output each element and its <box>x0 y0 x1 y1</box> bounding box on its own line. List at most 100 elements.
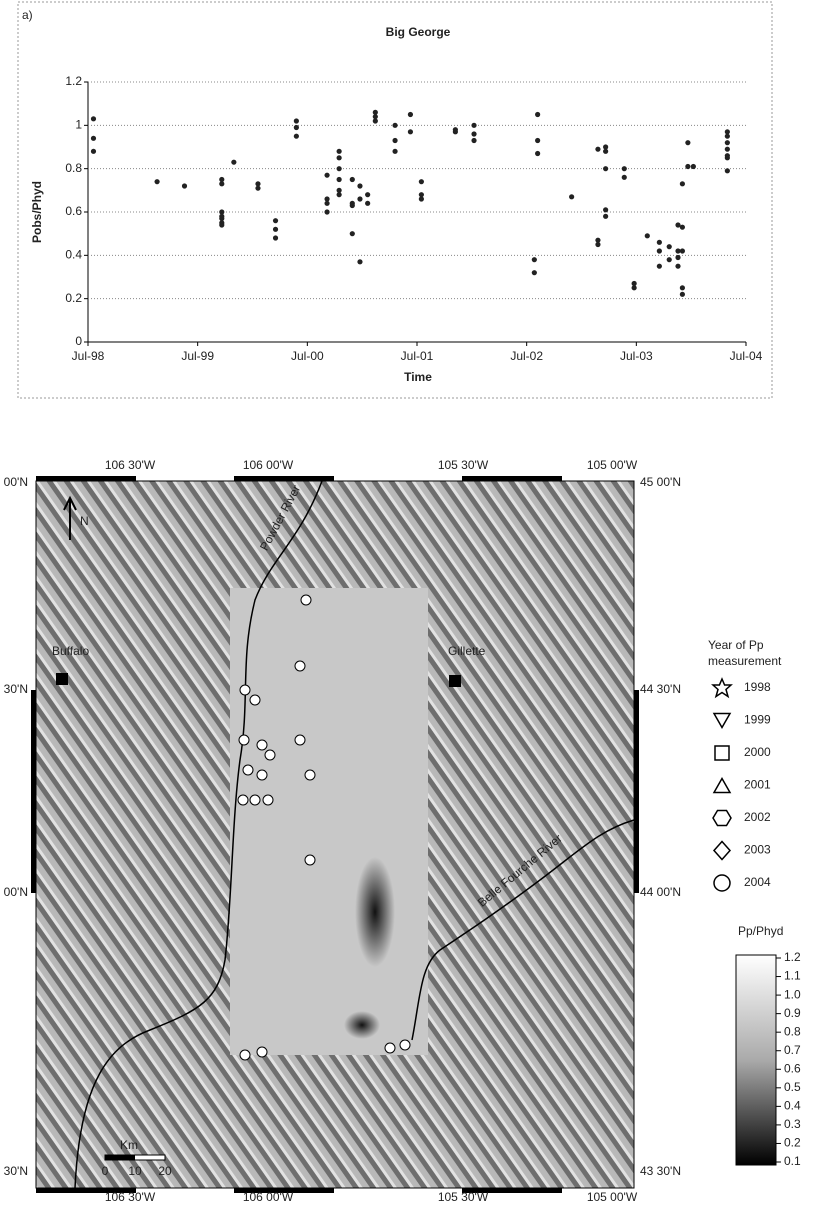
colorbar-label: 0.4 <box>784 1099 801 1113</box>
well-marker <box>256 769 268 781</box>
well-marker <box>237 794 249 806</box>
x-axis-title: Time <box>404 370 432 384</box>
point <box>603 166 609 172</box>
well-marker <box>256 1046 268 1058</box>
scale-label: 0 <box>102 1164 109 1178</box>
well-marker <box>294 734 306 746</box>
lat-label: 45 00'N <box>640 475 681 489</box>
lon-label: 106 00'W <box>243 458 294 472</box>
point <box>219 209 225 215</box>
point <box>675 222 681 228</box>
well-marker <box>304 854 316 866</box>
low-pressure <box>344 1011 380 1039</box>
point <box>656 263 662 269</box>
point <box>272 226 279 232</box>
map-inset <box>230 588 428 1055</box>
point <box>603 144 609 150</box>
well-marker <box>304 769 316 781</box>
well-marker <box>249 794 261 806</box>
point <box>349 202 355 209</box>
point <box>535 111 541 118</box>
point <box>336 176 342 183</box>
scale-bar <box>105 1155 135 1160</box>
well-marker <box>239 684 251 696</box>
point <box>621 166 627 172</box>
point <box>535 150 541 157</box>
x-tick-label: Jul-98 <box>72 349 105 363</box>
point <box>357 183 363 189</box>
chart-frame <box>17 1 773 399</box>
point <box>595 241 601 248</box>
point <box>293 124 299 131</box>
point <box>90 135 97 141</box>
legend-label: 2003 <box>744 843 771 857</box>
y-tick-label: 1 <box>75 118 82 132</box>
point <box>631 280 637 287</box>
north-label: N <box>80 514 89 528</box>
point <box>679 291 685 297</box>
point <box>90 116 97 122</box>
colorbar-label: 0.6 <box>784 1061 801 1075</box>
lon-label: 105 00'W <box>587 458 638 472</box>
x-tick-label: Jul-00 <box>291 349 324 363</box>
point <box>531 270 537 276</box>
lon-label: 106 00'W <box>243 1190 294 1204</box>
point <box>621 174 627 180</box>
point <box>679 181 685 187</box>
point <box>685 140 691 146</box>
x-tick-label: Jul-02 <box>510 349 543 363</box>
lat-label: 44 30'N <box>0 682 28 696</box>
point <box>255 185 261 191</box>
well-marker <box>249 694 261 706</box>
legend-label: 1998 <box>744 680 771 694</box>
point <box>365 200 371 206</box>
point <box>324 196 330 202</box>
map-border <box>36 1188 136 1193</box>
point <box>272 218 279 224</box>
point <box>219 176 225 183</box>
lon-label: 105 30'W <box>438 1190 489 1204</box>
point <box>372 118 378 124</box>
legend-symbol <box>712 776 732 794</box>
lat-label: 44 30'N <box>640 682 681 696</box>
point <box>471 137 477 144</box>
point <box>219 220 225 226</box>
legend-label: 2002 <box>744 810 771 824</box>
point <box>471 122 477 128</box>
panel-label: a) <box>22 8 33 22</box>
x-tick-label: Jul-99 <box>181 349 214 363</box>
lat-label: 44 00'N <box>0 885 28 899</box>
point <box>603 207 609 213</box>
point <box>535 137 541 144</box>
point <box>724 168 730 174</box>
legend-title: Year of Pp <box>708 638 764 652</box>
colorbar-title: Pp/Phyd <box>738 924 783 938</box>
point <box>392 122 398 128</box>
lon-label: 106 30'W <box>105 458 156 472</box>
x-tick-label: Jul-03 <box>620 349 653 363</box>
colorbar-label: 0.8 <box>784 1024 801 1038</box>
point <box>272 235 279 241</box>
point <box>685 163 691 170</box>
map-border <box>234 476 334 481</box>
map-border <box>36 476 136 481</box>
colorbar-label: 1.1 <box>784 969 801 983</box>
y-tick-label: 0 <box>75 334 82 348</box>
point <box>336 155 342 161</box>
point <box>675 254 681 261</box>
y-tick-label: 0.8 <box>65 161 82 175</box>
map-border <box>234 1188 334 1193</box>
point <box>349 176 355 183</box>
well-marker <box>238 734 250 746</box>
y-tick-label: 0.2 <box>65 291 82 305</box>
point <box>357 196 363 202</box>
chart-title: Big George <box>386 25 451 39</box>
lat-label: 45 00'N <box>0 475 28 489</box>
point <box>471 131 477 137</box>
point <box>407 111 414 118</box>
river <box>74 480 323 1189</box>
point <box>336 148 342 154</box>
point <box>656 248 662 254</box>
colorbar-label: 1.0 <box>784 987 801 1001</box>
colorbar-label: 0.1 <box>784 1154 801 1168</box>
